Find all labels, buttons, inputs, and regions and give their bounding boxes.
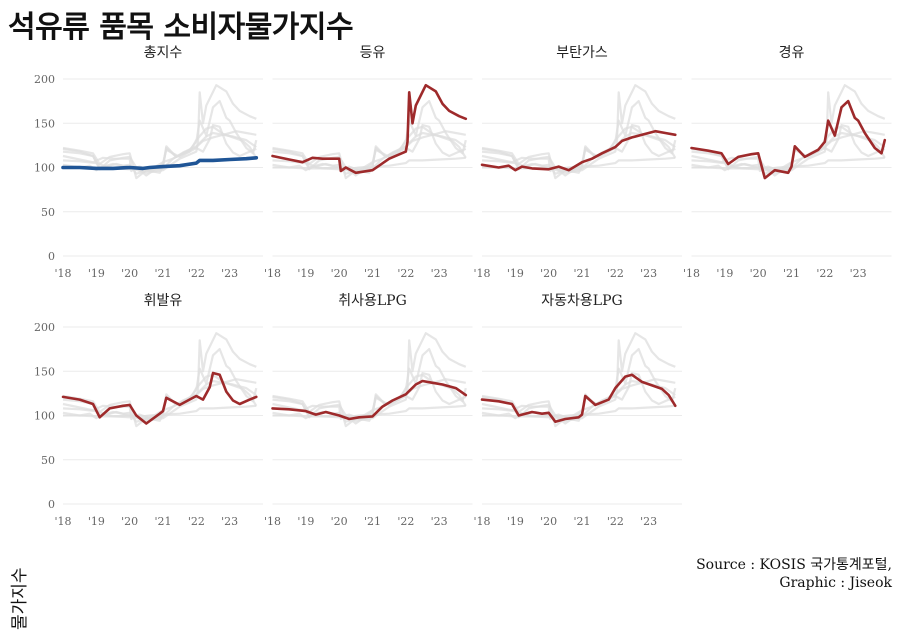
x-tick-label: '18 [54,267,71,280]
x-tick-label: '22 [607,515,624,528]
panel-2: '18 '19 '20 '21 '22 '23 등유 [264,45,473,280]
y-tick-label: 50 [41,206,55,219]
caption-credit: Graphic : Jiseok [779,575,892,591]
x-tick-label: '19 [716,267,733,280]
highlight-series-line [690,99,887,180]
x-tick-label: '21 [154,267,171,280]
background-series-line [272,125,467,175]
x-tick-label: '19 [88,515,105,528]
background-series-line [481,125,677,175]
y-tick-label: 0 [48,498,55,511]
x-tick-label: '20 [750,267,767,280]
x-tick-label: '21 [364,515,381,528]
panel-5: 0 50 100 150 200 '18 '19 '20 '21 '22 '23 휘발유 [34,293,263,528]
highlight-series-line [480,373,677,423]
x-tick-label: '18 [54,515,71,528]
x-tick-label: '20 [540,515,557,528]
x-tick-label: '18 [473,515,490,528]
x-tick-label: '23 [431,267,448,280]
x-tick-label: '23 [850,267,867,280]
x-tick-label: '23 [221,267,238,280]
highlight-series-line [61,156,259,171]
x-tick-label: '21 [573,515,590,528]
x-tick-label: '21 [154,515,171,528]
x-tick-label: '22 [816,267,833,280]
panel-title: 휘발유 [144,293,183,309]
x-tick-label: '21 [573,267,590,280]
panel-4: '18 '19 '20 '21 '22 '23 경유 [683,45,892,280]
y-tick-label: 100 [34,162,55,175]
y-tick-label: 200 [34,321,55,334]
y-tick-label: 0 [48,250,55,263]
y-tick-label: 200 [34,73,55,86]
y-tick-label: 150 [34,365,55,378]
x-tick-label: '20 [331,515,348,528]
x-tick-label: '23 [640,515,657,528]
panel-title: 총지수 [144,45,183,61]
panel-title: 등유 [360,45,386,61]
caption-source: Source : KOSIS 국가통계포털, [696,557,892,573]
x-tick-label: '21 [364,267,381,280]
x-tick-label: '19 [297,515,314,528]
y-tick-label: 100 [34,410,55,423]
panel-6: '18 '19 '20 '21 '22 '23 취사용LPG [264,293,473,528]
x-tick-label: '22 [397,267,414,280]
panel-title: 취사용LPG [338,293,407,309]
x-tick-label: '19 [297,267,314,280]
x-tick-label: '23 [640,267,657,280]
x-tick-label: '18 [264,515,281,528]
x-tick-label: '19 [507,267,524,280]
highlight-series-line [480,129,677,172]
background-series-line [62,125,258,175]
x-tick-label: '22 [188,515,205,528]
x-tick-label: '23 [221,515,238,528]
y-tick-label: 150 [34,117,55,130]
x-tick-label: '19 [88,267,105,280]
x-tick-label: '22 [188,267,205,280]
x-tick-label: '21 [783,267,800,280]
panel-3: '18 '19 '20 '21 '22 '23 부탄가스 [473,45,682,280]
x-tick-label: '18 [683,267,700,280]
y-tick-label: 50 [41,454,55,467]
chart-title: 석유류 품목 소비자물가지수 [8,10,354,45]
y-axis-label: 물가지수 [10,567,30,630]
x-tick-label: '22 [397,515,414,528]
x-tick-label: '18 [264,267,281,280]
x-tick-label: '22 [607,267,624,280]
panel-title: 자동차용LPG [541,293,622,309]
x-tick-label: '20 [540,267,557,280]
panel-title: 경유 [779,45,805,61]
x-tick-label: '20 [331,267,348,280]
panel-7: '18 '19 '20 '21 '22 '23 자동차용LPG [473,293,682,528]
highlight-series-line [271,83,468,175]
panel-title: 부탄가스 [556,45,608,61]
panel-1: 0 50 100 150 200 '18 '19 '20 '21 '22 '23 총지수 [34,45,263,280]
caption: Source : KOSIS 국가통계포털, Graphic : Jiseok [696,556,892,592]
x-tick-label: '18 [473,267,490,280]
x-tick-label: '20 [121,267,138,280]
x-tick-label: '23 [431,515,448,528]
highlight-series-line [271,379,468,421]
highlight-series-line [61,371,258,425]
x-tick-label: '19 [507,515,524,528]
x-tick-label: '20 [121,515,138,528]
